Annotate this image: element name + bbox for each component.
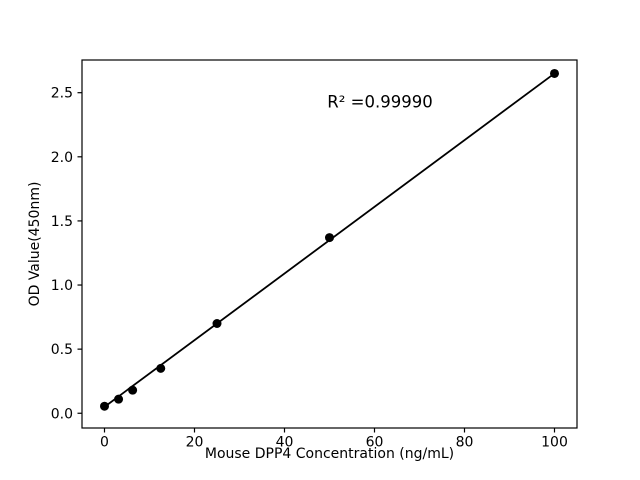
data-point [156, 363, 166, 373]
data-point [550, 68, 559, 78]
r-squared-annotation: R² =0.99990 [327, 92, 433, 112]
data-point [114, 394, 124, 404]
y-tick-label: 1.0 [51, 278, 73, 294]
y-tick-label: 1.5 [51, 214, 73, 230]
data-point [128, 385, 138, 395]
x-tick-label: 100 [541, 435, 568, 451]
x-tick-label: 0 [100, 435, 109, 451]
y-tick-label: 2.5 [51, 86, 73, 102]
x-tick-label: 60 [366, 435, 384, 451]
x-tick-label: 20 [186, 435, 204, 451]
x-tick-label: 40 [276, 435, 294, 451]
x-axis-label: Mouse DPP4 Concentration (ng/mL) [204, 446, 455, 462]
y-tick-label: 0.0 [51, 406, 73, 422]
x-tick-label: 80 [456, 435, 474, 451]
y-tick-label: 2.0 [51, 150, 73, 166]
data-point [212, 318, 222, 328]
data-point [100, 401, 109, 411]
y-tick-label: 0.5 [51, 342, 73, 358]
plot-frame [81, 59, 578, 429]
y-axis-label: OD Value(450nm) [27, 181, 43, 307]
data-point [325, 233, 334, 243]
